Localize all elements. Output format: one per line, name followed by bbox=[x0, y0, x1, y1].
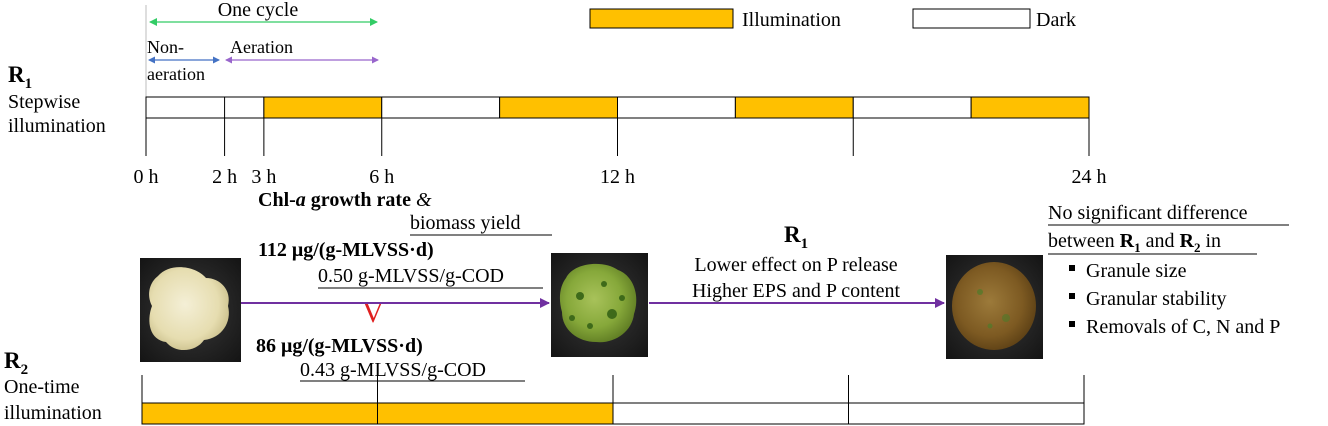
r1-segment-dark bbox=[617, 96, 736, 119]
r1-tick-label: 6 h bbox=[369, 166, 394, 188]
r1-title: R1 bbox=[8, 62, 32, 92]
r1-tick-label: 24 h bbox=[1072, 166, 1107, 188]
r2-title: R2 bbox=[4, 348, 28, 378]
non-aeration-label-2: aeration bbox=[147, 64, 205, 84]
summary: No significant difference between R1 and… bbox=[1048, 202, 1289, 338]
non-aeration-label-1: Non- bbox=[147, 37, 184, 57]
summary-bullet-list: Granule size Granular stability Removals o… bbox=[1069, 260, 1280, 338]
cycle-annotation: One cycle Non- aeration Aeration bbox=[145, 0, 379, 97]
aeration-label: Aeration bbox=[230, 37, 293, 57]
summary-line-2: between R1 and R2 in bbox=[1048, 230, 1221, 255]
legend-dark-swatch bbox=[912, 8, 1031, 29]
bullet-marker bbox=[1069, 265, 1075, 271]
r1-segment-illumination bbox=[263, 96, 383, 119]
bullet-marker bbox=[1069, 293, 1075, 299]
r2-biomass-yield: 0.43 g-MLVSS/g-COD bbox=[300, 359, 486, 381]
effects-title: R1 bbox=[784, 222, 808, 252]
summary-bullet: Granular stability bbox=[1086, 288, 1227, 310]
r1-segment-illumination bbox=[970, 96, 1090, 119]
growth-title: Chl-a growth rate & bbox=[258, 189, 432, 211]
r1-desc-1: Stepwise bbox=[8, 91, 80, 113]
comparison-symbol: V bbox=[362, 296, 384, 329]
r2-time-axis bbox=[141, 375, 1085, 424]
r1-segment-dark bbox=[145, 96, 265, 119]
r1-segment-dark bbox=[381, 96, 501, 119]
one-cycle-label: One cycle bbox=[218, 0, 299, 21]
summary-line-1: No significant difference bbox=[1048, 202, 1248, 224]
r1-growth-rate: 112 μg/(g-MLVSS·d) bbox=[258, 239, 434, 261]
effects-line-1: Lower effect on P release bbox=[694, 254, 897, 276]
r1-segment-illumination bbox=[499, 96, 618, 119]
r1-effects: R1 Lower effect on P release Higher EPS … bbox=[692, 222, 901, 302]
legend-illumination-swatch bbox=[589, 8, 734, 29]
legend: Illumination Dark bbox=[589, 8, 1076, 31]
growth-subtitle: biomass yield bbox=[410, 212, 521, 234]
r1-tick-label: 0 h bbox=[134, 166, 159, 188]
r2-growth-rate: 86 μg/(g-MLVSS·d) bbox=[256, 335, 423, 357]
granule-brown-image bbox=[946, 255, 1043, 359]
legend-dark-label: Dark bbox=[1036, 9, 1076, 31]
r1-tick-label: 12 h bbox=[600, 166, 635, 188]
r1-tick-label: 2 h bbox=[212, 166, 237, 188]
growth-annotation: Chl-a growth rate & biomass yield 112 μg… bbox=[256, 189, 552, 382]
r2-desc-1: One-time bbox=[4, 376, 80, 398]
bullet-marker bbox=[1069, 321, 1075, 327]
r2-desc-2: illumination bbox=[4, 402, 102, 424]
r1-biomass-yield: 0.50 g-MLVSS/g-COD bbox=[318, 265, 504, 287]
r1-time-axis: 0 h 2 h 3 h 6 h 12 h 24 h bbox=[134, 118, 1107, 188]
r1-timeline bbox=[145, 96, 1090, 119]
r1-labels: R1 Stepwise illumination bbox=[8, 62, 106, 137]
r1-desc-2: illumination bbox=[8, 115, 106, 137]
r1-segment-dark bbox=[852, 96, 972, 119]
r1-tick-label: 3 h bbox=[251, 166, 276, 188]
r1-segment-illumination bbox=[734, 96, 854, 119]
r2-labels: R2 One-time illumination bbox=[4, 348, 102, 424]
legend-illumination-label: Illumination bbox=[742, 9, 841, 31]
summary-bullet: Removals of C, N and P bbox=[1086, 316, 1280, 338]
granule-white-image bbox=[140, 258, 241, 362]
summary-bullet: Granule size bbox=[1086, 260, 1187, 282]
effects-line-2: Higher EPS and P content bbox=[692, 280, 901, 302]
granule-green-image bbox=[551, 253, 648, 357]
